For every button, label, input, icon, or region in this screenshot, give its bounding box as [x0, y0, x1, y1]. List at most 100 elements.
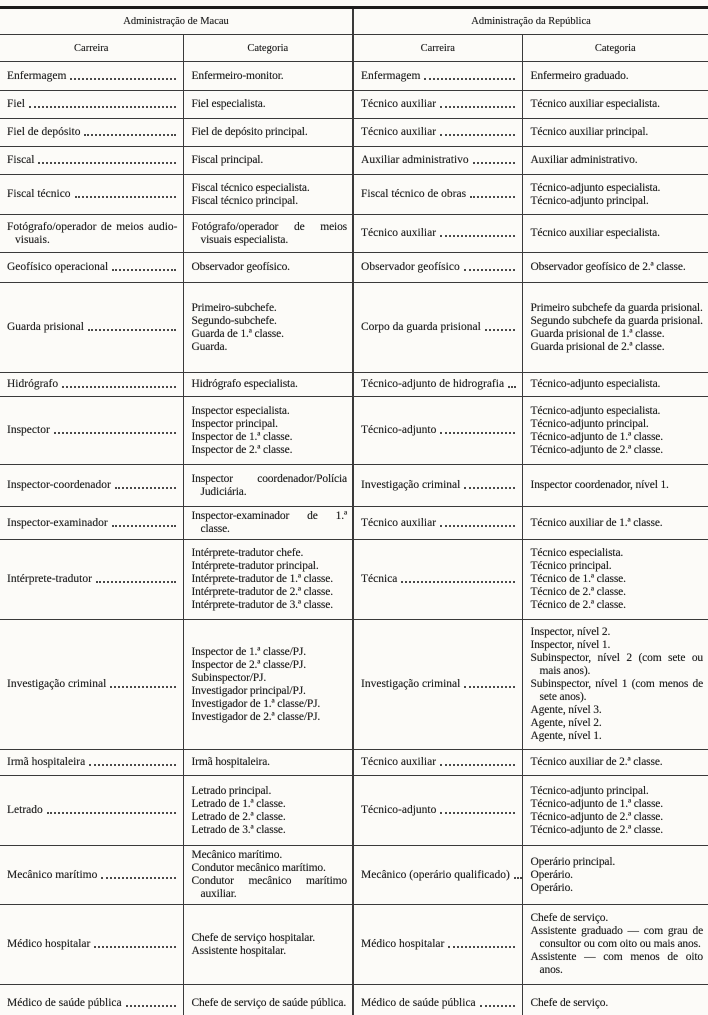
carreira-label: Fiscal técnico de obras: [361, 188, 467, 200]
categoria-item: Chefe de serviço de saúde pública.: [191, 996, 347, 1009]
dotted-leader: [84, 134, 176, 136]
table-row: Inspector-examinador Inspector-examinador…: [0, 506, 708, 540]
categoria-item: Investigador principal/PJ.: [191, 684, 306, 697]
categoria-item: Inspector-examinador de 1.ª classe.: [191, 510, 348, 535]
dotted-leader: [440, 524, 515, 527]
carreira-republica-cell: Técnico auxiliar: [352, 749, 523, 776]
categoria-item: Chefe de serviço hospitalar.: [191, 931, 316, 944]
dotted-leader: [464, 686, 515, 688]
carreira-line: Fiel: [7, 98, 178, 111]
dotted-leader: [448, 946, 515, 948]
dotted-leader: [89, 764, 176, 766]
carreira-label: Auxiliar administrativo: [361, 154, 469, 166]
categoria-republica-cell: Técnico-adjunto principal. Técnico-adjunt…: [521, 775, 708, 846]
categoria-item: Auxiliar administrativo.: [530, 154, 638, 166]
categoria-republica-cell: Técnico auxiliar principal.: [521, 118, 708, 147]
categoria-macau-cell: Fiel de depósito principal.: [182, 118, 354, 147]
categoria-item: Fiscal técnico especialista.: [191, 181, 310, 194]
table-row: Médico de saúde pública Chefe de serviço …: [0, 984, 708, 1015]
carreira-label: Inspector-examinador: [7, 516, 108, 529]
categoria-item: Primeiro subchefe da guarda prisional.: [530, 301, 703, 314]
carreira-label: Inspector-coordenador: [7, 479, 111, 491]
categoria-macau-cell: Fiel especialista.: [182, 90, 354, 119]
subheader-categoria-macau: Categoria: [182, 34, 354, 62]
categoria-item: Técnico-adjunto de 2.ª classe.: [530, 823, 664, 836]
carreira-label: Técnico auxiliar: [361, 98, 437, 110]
categoria-item: Inspector, nível 1.: [530, 639, 611, 651]
categoria-item: Segundo subchefe da guarda prisional.: [530, 314, 703, 327]
carreira-republica-cell: Auxiliar administrativo: [352, 146, 523, 175]
career-equivalence-table: Administração de Macau Administração da …: [0, 6, 708, 1015]
carreira-label: Letrado: [7, 804, 43, 816]
categoria-republica-cell: Inspector coordenador, nível 1.: [521, 464, 708, 507]
dotted-leader: [101, 876, 176, 879]
categoria-item: Agente, nível 2.: [530, 717, 602, 729]
carreira-line: Corpo da guarda prisional: [361, 321, 517, 334]
carreira-label: Guarda prisional: [7, 321, 84, 333]
categoria-macau-cell: Hidrógrafo especialista.: [182, 372, 354, 397]
table-row: Inspector Inspector especialista. Inspecto…: [0, 396, 708, 465]
header-administracao-de-macau: Administração de Macau: [123, 16, 229, 27]
categoria-macau-cell: Fiscal técnico especialista. Fiscal técni…: [182, 174, 354, 215]
carreira-republica-cell: Técnico auxiliar: [352, 118, 523, 147]
subheader-categoria-republica: Categoria: [521, 34, 708, 62]
carreira-label: Médico de saúde pública: [361, 996, 476, 1009]
categoria-republica-cell: Técnico auxiliar de 1.ª classe.: [521, 506, 708, 540]
categoria-item: Guarda prisional de 1.ª classe.: [530, 327, 665, 340]
dotted-leader: [114, 487, 176, 489]
dotted-leader: [440, 134, 515, 136]
carreira-macau-cell: Médico de saúde pública: [0, 985, 183, 1015]
categoria-item: Inspector especialista.: [191, 404, 290, 417]
categoria-macau-cell: Irmã hospitaleira.: [182, 749, 354, 776]
categoria-item: Fiel especialista.: [191, 98, 266, 110]
categoria-item: Condutor mecânico marítimo auxiliar.: [191, 875, 348, 900]
table-row: Mecânico marítimo Mecânico marítimo. Condu…: [0, 845, 708, 905]
categoria-republica-cell: Técnico-adjunto especialista. Técnico-adj…: [521, 174, 708, 215]
dotted-leader: [111, 524, 176, 527]
carreira-label: Fiscal: [7, 154, 35, 166]
table-row: Fiel de depósito Fiel de depósito princip…: [0, 118, 708, 147]
carreira-label: Médico hospitalar: [7, 938, 91, 950]
carreira-line: Enfermagem: [361, 70, 517, 83]
carreira-macau-cell: Fotógrafo/operador de meios audio-visuai…: [0, 215, 183, 253]
categoria-item: Letrado de 2.ª classe.: [191, 810, 286, 823]
categoria-item: Técnico-adjunto especialista.: [530, 378, 661, 390]
categoria-item: Técnico-adjunto especialista.: [530, 181, 661, 194]
categoria-item: Intérprete-tradutor chefe.: [191, 547, 304, 559]
categoria-macau-cell: Inspector de 1.ª classe/PJ. Inspector de …: [182, 619, 354, 750]
carreira-macau-cell: Fiscal: [0, 147, 183, 175]
carreira-republica-cell: Mecânico (operário qualificado): [352, 845, 523, 905]
dotted-leader: [463, 269, 515, 271]
carreira-line: Letrado: [7, 804, 178, 817]
categoria-item: Técnico auxiliar especialista.: [530, 227, 660, 239]
carreira-macau-cell: Irmã hospitaleira: [0, 750, 183, 776]
carreira-macau-cell: Inspector: [0, 397, 183, 465]
table-row: Fotógrafo/operador de meios audio-visuai…: [0, 214, 708, 253]
categoria-item: Enfermeiro graduado.: [530, 69, 629, 82]
carreira-line: Fiel de depósito: [7, 126, 178, 139]
carreira-line: Inspector-examinador: [7, 517, 178, 530]
carreira-label: Observador geofísico: [361, 261, 460, 273]
carreira-line: Mecânico (operário qualificado): [361, 869, 522, 882]
dotted-leader: [472, 162, 515, 164]
categoria-item: Assistente graduado — com grau de consul…: [530, 925, 704, 950]
carreira-macau-cell: Fiel de depósito: [0, 119, 183, 147]
table-row: Intérprete-tradutor Intérprete-tradutor c…: [0, 539, 708, 620]
categoria-item: Técnico-adjunto especialista.: [530, 404, 661, 417]
carreira-macau-cell: Investigação criminal: [0, 620, 183, 750]
categoria-item: Técnico auxiliar especialista.: [530, 98, 660, 110]
dotted-leader: [112, 269, 176, 271]
carreira-label: Técnico auxiliar: [361, 227, 437, 239]
categoria-republica-cell: Técnico auxiliar especialista.: [521, 90, 708, 119]
carreira-republica-cell: Enfermagem: [352, 61, 523, 91]
categoria-republica-cell: Observador geofísico de 2.ª classe.: [521, 252, 708, 283]
carreira-label: Fiel: [7, 98, 25, 110]
categoria-macau-cell: Enfermeiro-monitor.: [182, 61, 354, 91]
carreira-label: Corpo da guarda prisional: [361, 321, 481, 333]
carreira-label: Técnico-adjunto: [361, 424, 437, 436]
header-row-administrations: Administração de Macau Administração da …: [0, 7, 708, 35]
categoria-macau-cell: Mecânico marítimo. Condutor mecânico marí…: [182, 845, 354, 905]
categoria-item: Fotógrafo/operador de meios visuais espe…: [191, 220, 348, 246]
categoria-macau-cell: Fotógrafo/operador de meios visuais espe…: [182, 214, 354, 253]
